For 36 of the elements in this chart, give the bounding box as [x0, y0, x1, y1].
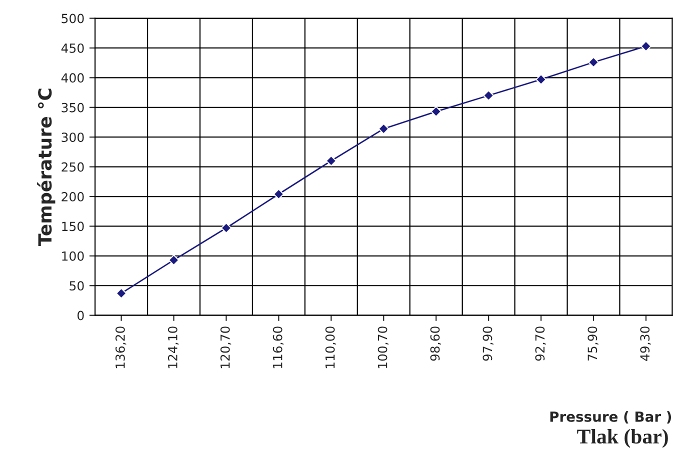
y-tick-label: 500 — [62, 14, 84, 24]
point — [220, 222, 232, 234]
point — [116, 288, 127, 299]
point — [588, 56, 599, 68]
y-tick-label: 0 — [78, 310, 84, 320]
y-tick-label: 300 — [62, 132, 84, 142]
x-tick-label: 49,30 — [640, 326, 651, 361]
x-tick-label: 100,70 — [378, 326, 389, 368]
x-tick-label: 97,90 — [482, 326, 494, 361]
x-tick-label: 110,00 — [325, 326, 336, 368]
point — [326, 155, 337, 166]
x-tick-label: 98,60 — [430, 326, 442, 361]
point — [483, 90, 494, 101]
point — [273, 188, 284, 200]
point — [640, 40, 652, 52]
x-tick-label: 124,10 — [168, 326, 179, 368]
x-tick-label: 136,20 — [115, 326, 126, 368]
y-tick-label: 150 — [62, 222, 84, 232]
x-tick-label: 116,60 — [272, 326, 284, 368]
y-tick-label: 100 — [62, 251, 84, 261]
point — [378, 123, 390, 134]
y-tick-label: 50 — [70, 281, 84, 291]
y-tick-label: 400 — [61, 73, 84, 83]
x-tick-label: 120,70 — [220, 326, 232, 368]
y-tick-label: 350 — [62, 102, 84, 112]
text: Tlak (bar) — [577, 428, 668, 448]
y-tick-label: 450 — [61, 43, 84, 53]
point — [430, 106, 442, 117]
y-axis-title: Température °C — [37, 88, 56, 246]
x-tick-label: 75,90 — [588, 326, 598, 361]
y-tick-label: 200 — [62, 192, 84, 202]
point — [536, 74, 546, 85]
x-tick-label: 92,70 — [535, 326, 546, 361]
y-tick-label: 250 — [62, 162, 84, 172]
x-axis-title: Pressure ( Bar ) — [550, 411, 672, 424]
point — [168, 254, 180, 266]
